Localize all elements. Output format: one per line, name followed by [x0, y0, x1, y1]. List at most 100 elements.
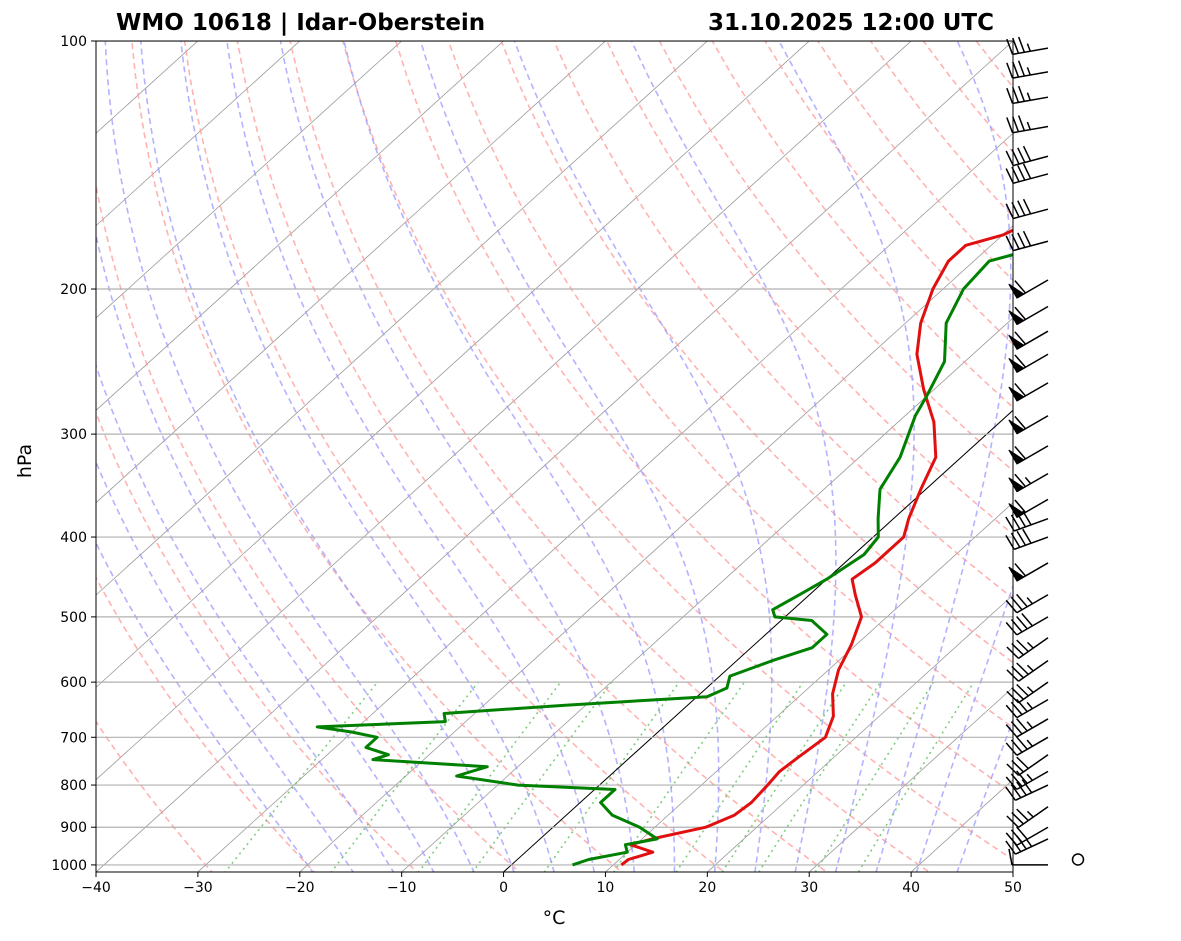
barb-full — [1011, 166, 1020, 183]
barb-full — [1005, 776, 1018, 790]
barb-flag — [1008, 449, 1025, 465]
barb-full — [1014, 445, 1027, 460]
barb-half — [1026, 664, 1034, 672]
wind-barb — [1005, 718, 1049, 738]
x-tick-label: 0 — [499, 880, 508, 896]
barb-full — [1022, 163, 1032, 179]
wind-barb — [1008, 305, 1049, 326]
moist-adiabat-line — [513, 41, 773, 872]
moist-adiabat-line — [343, 41, 676, 872]
barb-full — [1010, 721, 1023, 735]
barb-full — [1022, 198, 1032, 215]
dry-adiabat-line — [289, 41, 931, 872]
isotherm-line — [96, 41, 505, 411]
isotherm-line — [1012, 871, 1013, 872]
barb-full — [1014, 354, 1027, 368]
barb-half — [1026, 67, 1031, 76]
barb-full — [1022, 145, 1032, 162]
barb-full — [1005, 203, 1014, 219]
barb-full — [1017, 232, 1026, 248]
barb-full — [1005, 786, 1016, 801]
isotherm-line — [96, 41, 810, 688]
barb-full — [1012, 116, 1020, 132]
dry-adiabat-line — [96, 181, 521, 872]
barb-full — [1010, 514, 1021, 530]
barb-full — [1010, 784, 1022, 799]
barb-flag — [1008, 566, 1025, 582]
barb-full — [1005, 516, 1015, 532]
barb-full — [1016, 770, 1028, 784]
x-tick-label: −30 — [183, 880, 213, 896]
isotherm-line — [706, 594, 1013, 872]
moist-adiabat-line — [778, 41, 915, 872]
dry-adiabat-line — [96, 410, 419, 872]
mixing-ratio-line — [721, 681, 848, 872]
barb-full — [1006, 38, 1014, 55]
wind-barb — [1005, 770, 1049, 791]
isotherm-line — [808, 686, 1013, 872]
barb-half — [1026, 773, 1033, 781]
moist-adiabat-line — [139, 41, 515, 872]
barb-full — [1016, 616, 1028, 630]
barb-flag — [1008, 283, 1025, 299]
dry-adiabat-line — [183, 41, 726, 872]
barb-full — [1014, 383, 1027, 397]
y-tick-label: 100 — [60, 34, 87, 50]
barb-full — [1006, 763, 1020, 776]
mixing-ratio-line — [814, 681, 935, 872]
y-tick-label: 900 — [60, 820, 87, 836]
wind-barb — [1005, 779, 1049, 801]
moist-adiabat-line — [419, 41, 720, 872]
dry-adiabat-line — [658, 41, 1013, 472]
x-tick-label: −40 — [81, 880, 111, 896]
x-tick-label: −10 — [387, 880, 417, 896]
dry-adiabat-line — [447, 41, 1013, 729]
wind-barbs — [1005, 36, 1085, 866]
barb-full — [1005, 150, 1014, 166]
barb-full — [1014, 280, 1027, 294]
x-tick-label: 10 — [597, 880, 615, 896]
wind-barb — [1008, 353, 1049, 373]
wind-barb — [1005, 736, 1049, 756]
barb-half — [1026, 701, 1033, 710]
barb-full — [1017, 85, 1026, 102]
y-tick-label: 200 — [60, 282, 87, 298]
dry-adiabat-line — [96, 575, 316, 872]
dry-adiabat-line — [131, 41, 624, 872]
y-tick-label: 800 — [60, 778, 87, 794]
calm-circle — [1071, 853, 1085, 866]
barb-full — [1012, 86, 1020, 103]
wind-barb — [1005, 528, 1049, 551]
isotherm-line — [604, 502, 1013, 872]
y-tick-label: 600 — [60, 675, 87, 691]
barb-half — [1026, 739, 1033, 747]
barb-half — [1026, 43, 1031, 52]
chart-title-right: 31.10.2025 12:00 UTC — [708, 10, 994, 36]
barb-full — [1017, 36, 1026, 53]
barb-full — [1017, 147, 1026, 163]
mixing-ratio-line — [330, 681, 479, 872]
zero-isotherm-line — [502, 409, 1013, 872]
wind-barb — [1006, 115, 1049, 134]
chart-title-left: WMO 10618 | Idar-Oberstein — [116, 10, 485, 36]
barb-full — [1016, 593, 1028, 608]
moist-adiabat-line — [96, 231, 435, 872]
wind-barb — [1005, 826, 1049, 846]
isotherm-line — [197, 132, 1013, 872]
isotherm-line — [0, 23, 14, 883]
barb-flag — [1008, 419, 1025, 435]
barb-full — [1022, 230, 1032, 247]
barb-full — [1006, 690, 1020, 704]
wind-barb — [1008, 382, 1049, 402]
barb-full — [1017, 60, 1026, 77]
mixing-ratio-line — [543, 681, 680, 872]
y-axis-label: hPa — [14, 444, 36, 478]
y-tick-label: 400 — [60, 530, 87, 546]
barb-full — [1014, 563, 1027, 577]
temperature-profile-line — [620, 228, 1013, 867]
barb-full — [1005, 742, 1018, 756]
moist-adiabat-line — [956, 717, 1013, 872]
dry-adiabat-line — [1135, 41, 1181, 882]
barb-full — [1017, 165, 1026, 181]
x-tick-label: −20 — [285, 880, 315, 896]
